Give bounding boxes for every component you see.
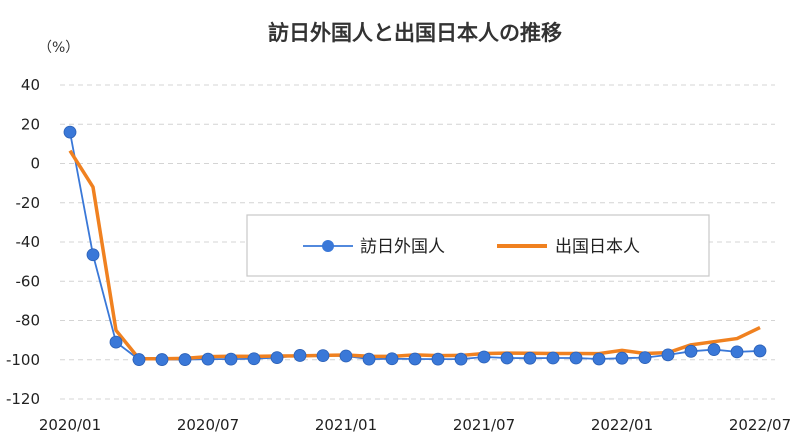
y-tick-label: 20	[21, 115, 40, 133]
x-tick-label: 2021/01	[315, 416, 377, 434]
data-point-visitors	[753, 344, 767, 358]
data-point-visitors	[86, 248, 100, 262]
data-point-visitors	[523, 351, 537, 365]
data-point-visitors	[63, 125, 77, 139]
data-point-visitors	[638, 351, 652, 364]
data-point-visitors	[684, 344, 698, 358]
x-tick-label: 2022/01	[591, 416, 653, 434]
y-tick-label: -100	[6, 351, 40, 369]
x-tick-label: 2021/07	[453, 416, 515, 434]
legend-label-departures: 出国日本人	[555, 237, 640, 257]
data-point-visitors	[201, 352, 215, 366]
data-point-visitors	[661, 348, 675, 362]
y-tick-label: -120	[6, 390, 40, 408]
data-point-visitors	[500, 351, 514, 365]
data-point-visitors	[408, 352, 422, 366]
data-point-visitors	[707, 343, 721, 356]
legend-marker-visitors	[322, 240, 334, 252]
data-point-visitors	[178, 353, 192, 366]
legend-label-visitors: 訪日外国人	[360, 237, 445, 257]
data-point-visitors	[477, 350, 491, 364]
x-tick-label: 2020/07	[177, 416, 239, 434]
data-point-visitors	[385, 352, 399, 366]
data-point-visitors	[592, 352, 606, 366]
data-point-visitors	[339, 349, 353, 363]
data-point-visitors	[454, 352, 468, 366]
y-tick-label: -80	[16, 312, 41, 330]
data-point-visitors	[293, 349, 307, 362]
y-tick-label: -60	[16, 272, 41, 290]
data-point-visitors	[155, 353, 169, 366]
data-point-visitors	[316, 349, 330, 363]
legend: 訪日外国人 出国日本人	[246, 214, 710, 277]
y-tick-label: 40	[21, 76, 40, 94]
y-tick-label: -20	[16, 194, 41, 212]
chart-title: 訪日外国人と出国日本人の推移	[268, 21, 562, 45]
x-tick-label: 2022/07	[729, 416, 791, 434]
data-point-visitors	[730, 345, 744, 359]
data-point-visitors	[615, 351, 629, 365]
data-point-visitors	[362, 352, 376, 366]
data-point-visitors	[132, 353, 146, 366]
plot-area	[63, 125, 767, 366]
data-point-visitors	[569, 351, 583, 365]
data-point-visitors	[109, 335, 123, 349]
y-tick-label: -40	[16, 233, 41, 251]
y-axis: 40 20 0 -20 -40 -60 -80 -100 -120	[6, 76, 40, 408]
data-point-visitors	[224, 352, 238, 366]
data-point-visitors	[431, 352, 445, 366]
x-axis: 2020/01 2020/07 2021/01 2021/07 2022/01 2022/…	[39, 416, 791, 434]
x-tick-label: 2020/01	[39, 416, 101, 434]
y-tick-label: 0	[30, 155, 40, 173]
data-point-visitors	[247, 352, 261, 366]
data-point-visitors	[270, 351, 284, 364]
y-unit-label: （%）	[38, 40, 79, 56]
data-point-visitors	[546, 351, 560, 365]
